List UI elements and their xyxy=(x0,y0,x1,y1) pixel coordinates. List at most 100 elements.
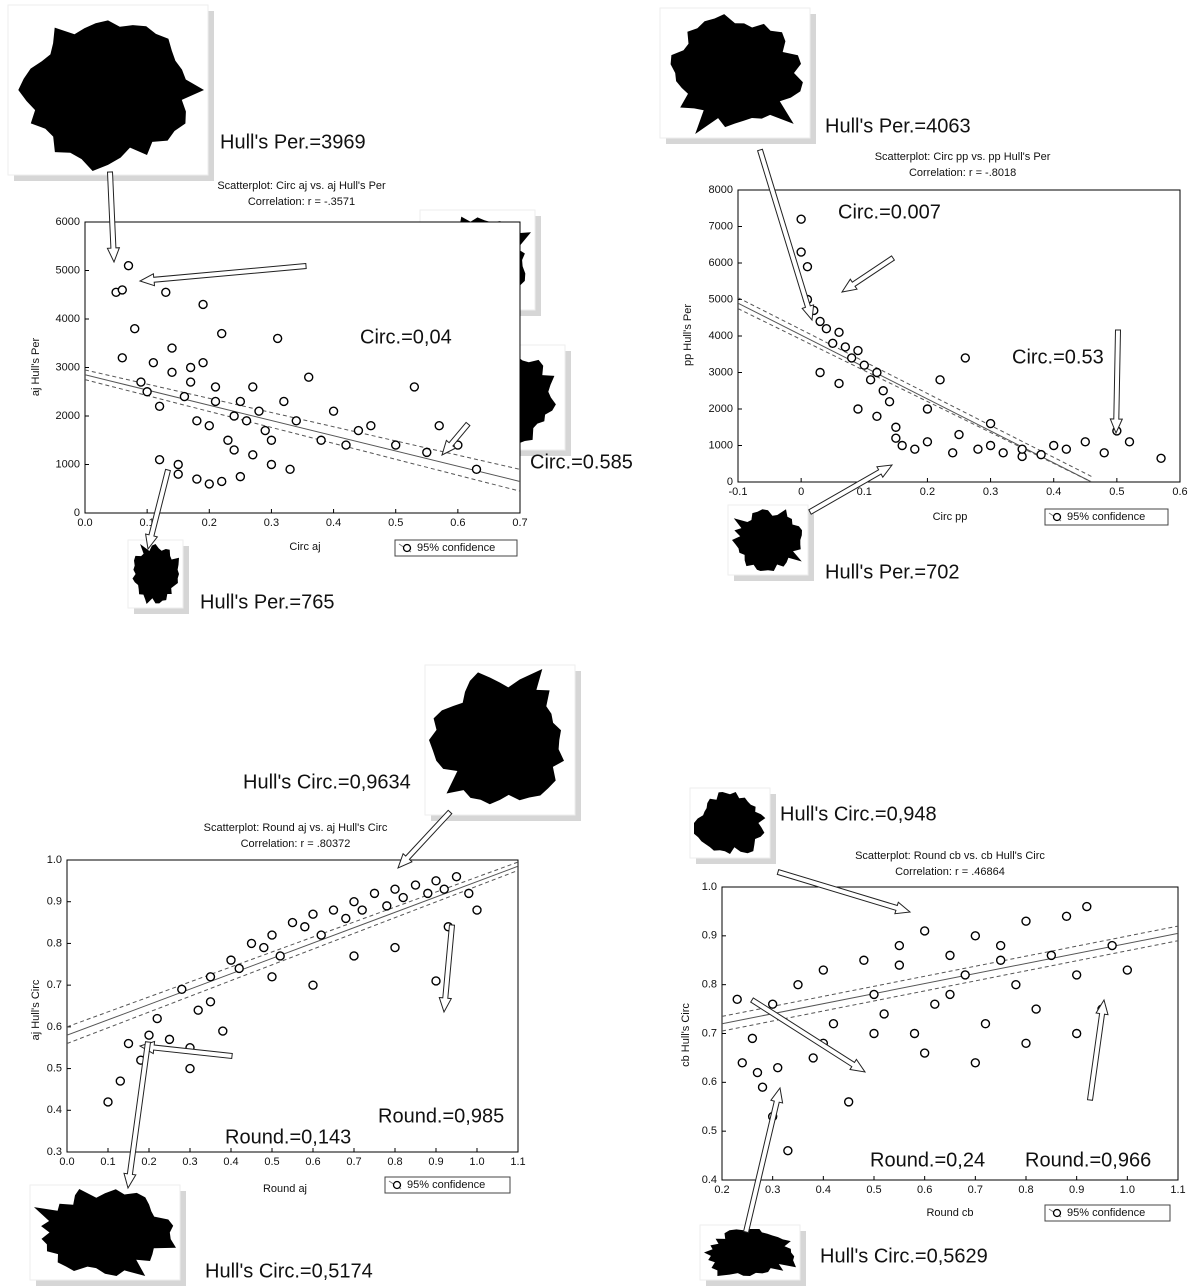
annotation: Hull's Per.=3969 xyxy=(220,131,366,153)
point xyxy=(769,1000,777,1008)
point xyxy=(125,262,133,270)
x-tick-label: 0.3 xyxy=(182,1156,197,1168)
point xyxy=(156,456,164,464)
point xyxy=(330,407,338,415)
point xyxy=(383,902,391,910)
point xyxy=(153,1015,161,1023)
point xyxy=(145,1031,153,1039)
y-tick-label: 0.5 xyxy=(702,1125,717,1137)
point xyxy=(870,990,878,998)
point xyxy=(1022,1039,1030,1047)
point xyxy=(946,951,954,959)
point xyxy=(1083,903,1091,911)
x-tick-label: 0.3 xyxy=(983,486,998,498)
y-tick-label: 0.8 xyxy=(702,979,717,991)
point xyxy=(473,906,481,914)
point xyxy=(186,1065,194,1073)
x-tick-label: 0.7 xyxy=(512,517,527,529)
annotation: Hull's Circ.=0,5174 xyxy=(205,1260,373,1282)
point xyxy=(149,359,157,367)
arrow xyxy=(398,810,452,868)
point xyxy=(895,942,903,950)
point xyxy=(911,1030,919,1038)
point xyxy=(174,461,182,469)
point xyxy=(292,417,300,425)
point xyxy=(1047,951,1055,959)
legend-label: 95% confidence xyxy=(1067,511,1145,523)
point xyxy=(435,422,443,430)
annotation: Hull's Circ.=0,5629 xyxy=(820,1245,988,1267)
point xyxy=(267,436,275,444)
annotation: Hull's Circ.=0,9634 xyxy=(243,771,411,793)
annotation: Round.=0,985 xyxy=(378,1105,504,1127)
point xyxy=(354,427,362,435)
point xyxy=(835,379,843,387)
point xyxy=(848,354,856,362)
point xyxy=(473,465,481,473)
x-tick-label: 0.9 xyxy=(428,1156,443,1168)
point xyxy=(367,422,375,430)
x-tick-label: 0.2 xyxy=(202,517,217,529)
point xyxy=(207,998,215,1006)
point xyxy=(453,873,461,881)
point xyxy=(974,445,982,453)
point xyxy=(218,477,226,485)
point xyxy=(879,387,887,395)
point xyxy=(205,422,213,430)
point xyxy=(410,383,418,391)
point xyxy=(180,393,188,401)
point xyxy=(330,906,338,914)
y-tick-label: 5000 xyxy=(709,293,733,305)
point xyxy=(219,1027,227,1035)
x-tick-label: 0.3 xyxy=(264,517,279,529)
point xyxy=(174,470,182,478)
annotation: Circ.=0.007 xyxy=(838,201,941,223)
x-tick-label: 0.6 xyxy=(917,1184,932,1196)
x-tick-label: 0.5 xyxy=(388,517,403,529)
annotation: Circ.=0.53 xyxy=(1012,346,1104,368)
x-tick-label: 0.1 xyxy=(100,1156,115,1168)
point xyxy=(391,885,399,893)
y-tick-label: 6000 xyxy=(709,257,733,269)
x-tick-label: 0.8 xyxy=(1018,1184,1033,1196)
point xyxy=(432,977,440,985)
point xyxy=(168,368,176,376)
point xyxy=(358,906,366,914)
point xyxy=(1123,966,1131,974)
annotation: Hull's Per.=702 xyxy=(825,561,959,583)
x-axis-label: Circ pp xyxy=(933,511,968,523)
point xyxy=(118,286,126,294)
y-axis-label: aj Hull's Per xyxy=(30,337,42,396)
x-tick-label: 1.1 xyxy=(510,1156,525,1168)
y-tick-label: 2000 xyxy=(56,410,80,422)
point xyxy=(342,914,350,922)
x-tick-label: 0.2 xyxy=(141,1156,156,1168)
y-tick-label: 0.9 xyxy=(47,896,62,908)
x-tick-label: 0.4 xyxy=(223,1156,238,1168)
y-tick-label: 0.7 xyxy=(702,1027,717,1039)
annotation: Round.=0,24 xyxy=(870,1149,985,1171)
point xyxy=(759,1083,767,1091)
point xyxy=(1073,971,1081,979)
y-tick-label: 0 xyxy=(74,507,80,519)
x-tick-label: 0.9 xyxy=(1069,1184,1084,1196)
x-tick-label: 1.0 xyxy=(469,1156,484,1168)
y-tick-label: 1000 xyxy=(709,439,733,451)
point xyxy=(309,910,317,918)
point xyxy=(753,1069,761,1077)
legend-marker xyxy=(394,1182,401,1189)
annotation: Round.=0,143 xyxy=(225,1126,351,1148)
point xyxy=(923,438,931,446)
point xyxy=(280,397,288,405)
annotation: Circ.=0,04 xyxy=(360,326,452,348)
x-axis-label: Round aj xyxy=(263,1183,307,1195)
point xyxy=(819,966,827,974)
annotation: Hull's Per.=765 xyxy=(200,591,334,613)
y-axis-label: aj Hull's Circ xyxy=(30,979,42,1040)
point xyxy=(1022,917,1030,925)
x-tick-label: 0.6 xyxy=(1172,486,1187,498)
point xyxy=(224,436,232,444)
point xyxy=(854,347,862,355)
point xyxy=(809,1054,817,1062)
x-tick-label: 0.5 xyxy=(866,1184,881,1196)
